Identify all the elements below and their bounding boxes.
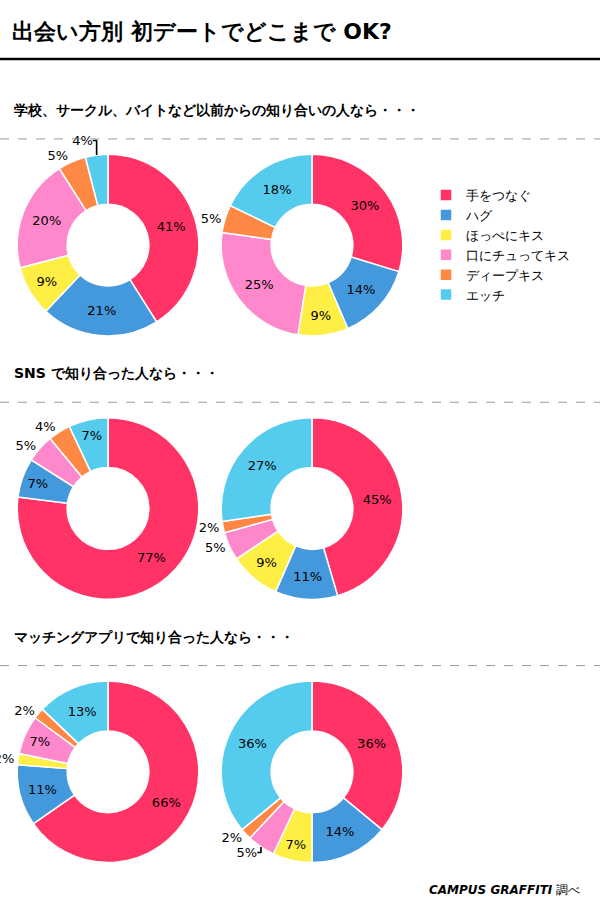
svg-text:66%: 66% [152,795,181,810]
svg-text:ほっぺにキス: ほっぺにキス [466,228,544,243]
svg-text:5%: 5% [201,211,222,226]
svg-text:11%: 11% [28,782,57,797]
svg-text:2%: 2% [199,520,220,535]
svg-text:45%: 45% [363,492,392,507]
svg-text:2%: 2% [14,703,35,718]
svg-text:5%: 5% [205,540,226,555]
svg-text:7%: 7% [81,428,102,443]
svg-text:30%: 30% [350,198,379,213]
svg-text:2%: 2% [221,830,242,845]
svg-text:13%: 13% [68,704,97,719]
svg-text:9%: 9% [256,555,277,570]
svg-text:7%: 7% [30,734,51,749]
svg-text:CAMPUS GRAFFITI 調べ: CAMPUS GRAFFITI 調べ [429,883,580,897]
svg-text:7%: 7% [28,476,49,491]
svg-text:14%: 14% [347,282,376,297]
svg-text:9%: 9% [311,308,332,323]
svg-text:ディープキス: ディープキス [466,268,544,283]
svg-text:9%: 9% [37,274,58,289]
svg-text:36%: 36% [238,736,267,751]
svg-text:14%: 14% [326,824,355,839]
svg-text:ハグ: ハグ [465,208,493,223]
svg-text:27%: 27% [248,458,277,473]
svg-text:手をつなぐ: 手をつなぐ [466,188,531,203]
svg-text:41%: 41% [157,219,186,234]
svg-text:20%: 20% [32,213,61,228]
svg-text:5%: 5% [237,845,258,860]
svg-text:口にチュってキス: 口にチュってキス [466,248,570,263]
svg-text:出会い方別 初デートでどこまで OK?: 出会い方別 初デートでどこまで OK? [12,19,392,44]
svg-text:SNS で知り合った人なら・・・: SNS で知り合った人なら・・・ [14,365,219,381]
svg-text:25%: 25% [245,277,274,292]
svg-text:11%: 11% [293,569,322,584]
svg-text:7%: 7% [285,837,306,852]
svg-text:エッチ: エッチ [466,288,505,303]
svg-text:4%: 4% [72,133,93,148]
svg-text:学校、サークル、バイトなど以前からの知り合いの人なら・・・: 学校、サークル、バイトなど以前からの知り合いの人なら・・・ [14,102,420,118]
svg-text:36%: 36% [357,736,386,751]
svg-text:5%: 5% [48,148,69,163]
svg-text:5%: 5% [16,438,37,453]
svg-text:4%: 4% [35,419,56,434]
svg-text:77%: 77% [137,550,166,565]
svg-text:2%: 2% [0,751,14,766]
svg-text:18%: 18% [263,182,292,197]
svg-text:マッチングアプリで知り合った人なら・・・: マッチングアプリで知り合った人なら・・・ [14,629,294,645]
svg-text:21%: 21% [87,303,116,318]
